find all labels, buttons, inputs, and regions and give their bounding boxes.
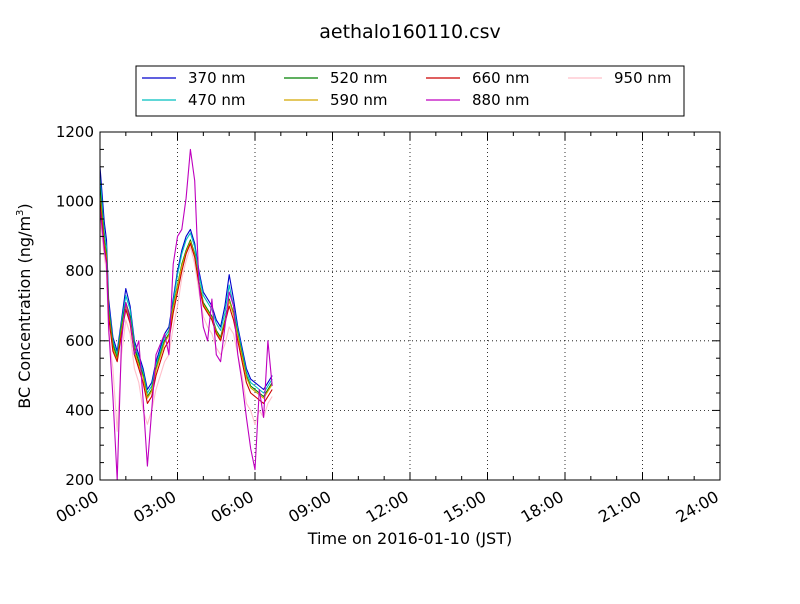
y-tick-label: 400 [65,401,94,419]
axis-ticks: 200 400 600 800 1000 1200 00:00 03:00 06:00 09:00… [53,123,722,527]
y-tick-label: 1200 [56,123,94,141]
x-tick-label: 00:00 [53,487,102,527]
y-axis-label-main: BC Concentration (ng/m [15,216,34,409]
series-line-880-nm [99,148,273,481]
x-tick-label: 09:00 [285,487,334,527]
series-line-370-nm [99,166,273,391]
y-axis-label-superscript: 3 [15,210,26,216]
legend-label: 520 nm [330,69,388,87]
x-tick-label: 24:00 [673,487,722,527]
y-axis-label-end: ) [15,203,34,209]
series-lines [99,148,273,481]
legend-label: 590 nm [330,91,388,109]
y-axis-label: BC Concentration (ng/m3) [15,203,34,408]
series-line-470-nm [99,177,273,394]
x-tick-label: 21:00 [595,487,644,527]
y-tick-label: 600 [65,332,94,350]
legend-label: 950 nm [614,69,672,87]
x-tick-label: 15:00 [440,487,489,527]
chart-legend: 370 nm 470 nm 520 nm 590 nm 660 nm 880 nm 950 … [135,65,685,117]
legend-label: 880 nm [472,91,530,109]
series-line-950-nm [99,218,273,432]
x-tick-label: 12:00 [363,487,412,527]
y-tick-label: 800 [65,262,94,280]
x-tick-label: 06:00 [208,487,257,527]
y-tick-label: 200 [65,471,94,489]
legend-label: 370 nm [188,69,246,87]
legend-label: 470 nm [188,91,246,109]
y-tick-label: 1000 [56,193,94,211]
x-tick-label: 18:00 [518,487,567,527]
legend-label: 660 nm [472,69,530,87]
grid-lines [100,132,720,480]
chart-title: aethalo160110.csv [319,21,501,43]
x-tick-label: 03:00 [130,487,179,527]
legend-box [135,65,685,117]
x-axis-label: Time on 2016-01-10 (JST) [307,529,512,548]
